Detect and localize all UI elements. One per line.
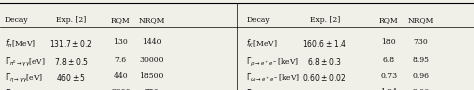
Text: 440: 440 (114, 72, 128, 80)
Text: Exp. [2]: Exp. [2] (310, 16, 340, 24)
Text: 1.24: 1.24 (380, 88, 397, 90)
Text: $\Gamma_{\rho\rightarrow e^+e^-}$[keV]: $\Gamma_{\rho\rightarrow e^+e^-}$[keV] (246, 56, 300, 69)
Text: 180: 180 (382, 38, 396, 46)
Text: 0.73: 0.73 (380, 72, 397, 80)
Text: $f_{\pi}$[MeV]: $f_{\pi}$[MeV] (5, 38, 36, 50)
Text: $\Gamma_{\omega\rightarrow e^+e^-}$[keV]: $\Gamma_{\omega\rightarrow e^+e^-}$[keV] (246, 72, 301, 85)
Text: $\Gamma_{\pi^0\rightarrow\gamma\gamma}$[eV]: $\Gamma_{\pi^0\rightarrow\gamma\gamma}$[… (5, 56, 46, 69)
Text: 2.06: 2.06 (412, 88, 429, 90)
Text: $\Gamma_{\eta\rightarrow\gamma\gamma}$[eV]: $\Gamma_{\eta\rightarrow\gamma\gamma}$[e… (5, 72, 43, 85)
Text: $1.37 \pm 0.05$: $1.37 \pm 0.05$ (302, 88, 347, 90)
Text: RQM: RQM (379, 16, 399, 24)
Text: 1440: 1440 (142, 38, 162, 46)
Text: $460 \pm 5$: $460 \pm 5$ (56, 72, 86, 83)
Text: $f_{K}$[MeV]: $f_{K}$[MeV] (246, 38, 278, 50)
Text: 6.8: 6.8 (383, 56, 395, 64)
Text: NRQM: NRQM (138, 16, 165, 24)
Text: Exp. [2]: Exp. [2] (56, 16, 86, 24)
Text: Decay: Decay (246, 16, 270, 24)
Text: 130: 130 (113, 38, 128, 46)
Text: $160.6 \pm 1.4$: $160.6 \pm 1.4$ (302, 38, 347, 49)
Text: $7.8 \pm 0.5$: $7.8 \pm 0.5$ (54, 56, 89, 67)
Text: Decay: Decay (5, 16, 28, 24)
Text: NRQM: NRQM (408, 16, 434, 24)
Text: 7.6: 7.6 (115, 56, 127, 64)
Text: 730: 730 (413, 38, 428, 46)
Text: $0.60 \pm 0.02$: $0.60 \pm 0.02$ (302, 72, 347, 83)
Text: 8.95: 8.95 (412, 56, 429, 64)
Text: $\Gamma_{\eta'\rightarrow\gamma\gamma}$[eV]: $\Gamma_{\eta'\rightarrow\gamma\gamma}$[… (5, 88, 45, 90)
Text: 2900: 2900 (111, 88, 131, 90)
Text: 750: 750 (145, 88, 159, 90)
Text: $4510 \pm 260$: $4510 \pm 260$ (49, 88, 93, 90)
Text: $6.8 \pm 0.3$: $6.8 \pm 0.3$ (307, 56, 342, 67)
Text: 0.96: 0.96 (412, 72, 429, 80)
Text: 18500: 18500 (139, 72, 164, 80)
Text: RQM: RQM (111, 16, 131, 24)
Text: $131.7 \pm 0.2$: $131.7 \pm 0.2$ (49, 38, 93, 49)
Text: $\Gamma_{\phi\rightarrow e^+e^-}$[keV]: $\Gamma_{\phi\rightarrow e^+e^-}$[keV] (246, 88, 300, 90)
Text: 30000: 30000 (139, 56, 164, 64)
